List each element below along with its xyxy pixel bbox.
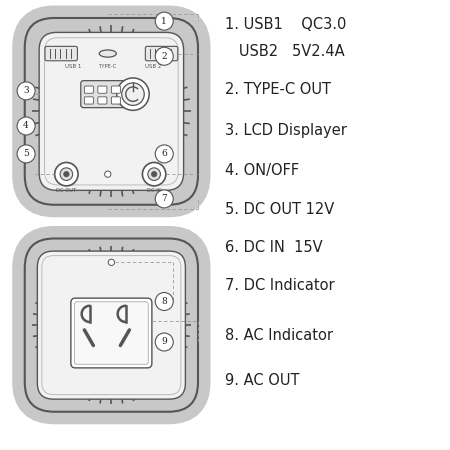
Circle shape	[155, 12, 173, 30]
Text: 4: 4	[23, 122, 29, 130]
Circle shape	[117, 78, 149, 110]
Text: 7. DC Indicator: 7. DC Indicator	[225, 278, 335, 293]
Circle shape	[155, 47, 173, 65]
Circle shape	[148, 168, 161, 180]
FancyBboxPatch shape	[112, 86, 121, 93]
Text: 6: 6	[162, 149, 167, 158]
Text: USB 2: USB 2	[145, 64, 162, 69]
Text: 1: 1	[162, 17, 167, 26]
FancyBboxPatch shape	[75, 302, 148, 364]
Circle shape	[155, 292, 173, 310]
Circle shape	[64, 171, 69, 177]
FancyBboxPatch shape	[81, 81, 126, 108]
Circle shape	[142, 162, 166, 186]
Circle shape	[55, 162, 78, 186]
Text: 2: 2	[162, 52, 167, 61]
FancyBboxPatch shape	[85, 86, 94, 93]
Text: 8: 8	[162, 297, 167, 306]
FancyBboxPatch shape	[112, 97, 121, 104]
Circle shape	[17, 145, 35, 163]
Text: 4. ON/OFF: 4. ON/OFF	[225, 163, 299, 179]
Text: DC IN: DC IN	[147, 188, 162, 193]
Text: TYPE-C: TYPE-C	[99, 64, 117, 69]
Circle shape	[122, 83, 144, 105]
FancyBboxPatch shape	[85, 97, 94, 104]
Text: 6. DC IN  15V: 6. DC IN 15V	[225, 240, 323, 255]
Text: 3. LCD Displayer: 3. LCD Displayer	[225, 123, 347, 138]
Circle shape	[60, 168, 73, 180]
Circle shape	[151, 171, 157, 177]
Circle shape	[17, 117, 35, 135]
FancyBboxPatch shape	[45, 46, 77, 61]
Ellipse shape	[99, 50, 116, 57]
FancyBboxPatch shape	[25, 18, 198, 205]
Text: 5. DC OUT 12V: 5. DC OUT 12V	[225, 202, 334, 217]
FancyBboxPatch shape	[145, 46, 178, 61]
Text: 1. USB1    QC3.0: 1. USB1 QC3.0	[225, 17, 346, 32]
Circle shape	[155, 190, 173, 208]
Circle shape	[17, 82, 35, 100]
Circle shape	[155, 333, 173, 351]
Text: 9. AC OUT: 9. AC OUT	[225, 373, 300, 388]
Text: 2. TYPE-C OUT: 2. TYPE-C OUT	[225, 82, 331, 98]
Circle shape	[104, 171, 111, 177]
FancyBboxPatch shape	[39, 32, 184, 190]
Circle shape	[155, 145, 173, 163]
Text: 9: 9	[162, 338, 167, 346]
Text: USB 1: USB 1	[65, 64, 81, 69]
FancyBboxPatch shape	[98, 86, 107, 93]
FancyBboxPatch shape	[71, 298, 152, 368]
Text: 8. AC Indicator: 8. AC Indicator	[225, 328, 333, 343]
FancyBboxPatch shape	[25, 238, 198, 412]
Text: USB2   5V2.4A: USB2 5V2.4A	[225, 44, 345, 59]
FancyBboxPatch shape	[37, 251, 185, 399]
Circle shape	[108, 259, 114, 266]
Text: 3: 3	[23, 86, 29, 95]
Text: 5: 5	[23, 149, 29, 158]
Text: DC OUT: DC OUT	[56, 188, 76, 193]
Text: 7: 7	[162, 194, 167, 203]
FancyBboxPatch shape	[98, 97, 107, 104]
